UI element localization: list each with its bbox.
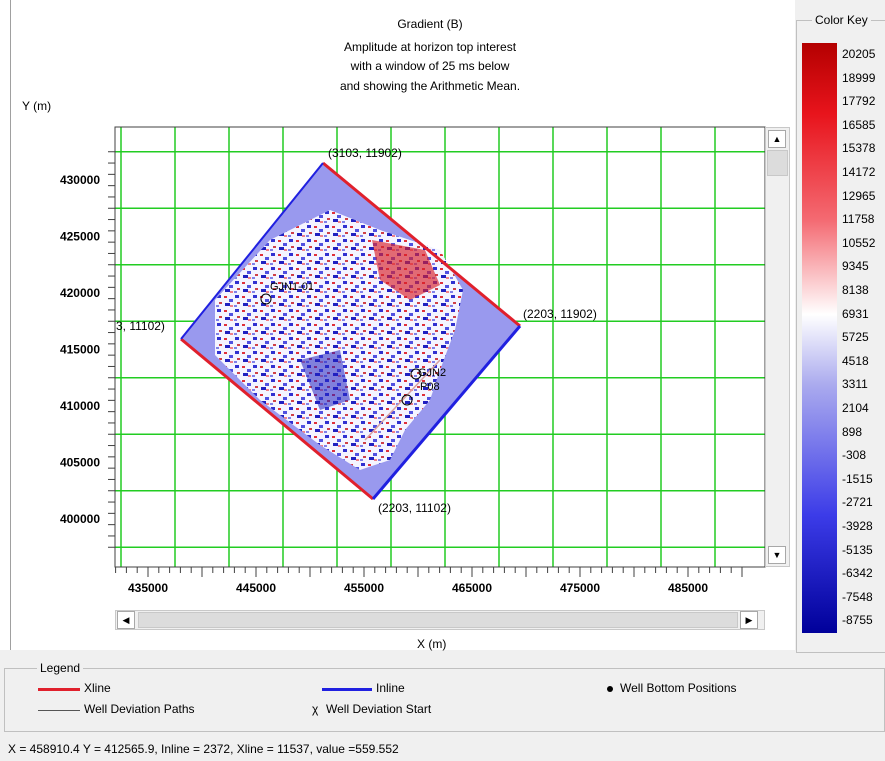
color-key-value: 5725	[842, 330, 869, 345]
corner-label-right: (2203, 11902)	[523, 307, 597, 321]
color-key-value: -8755	[842, 613, 873, 628]
color-key-value: 18999	[842, 70, 876, 85]
corner-label-left: 3, 11102)	[116, 319, 165, 333]
xline-bottom-edge	[180, 337, 374, 501]
color-key-value: 20205	[842, 47, 876, 61]
color-key-value: -6342	[842, 566, 873, 581]
color-key-value: -308	[842, 448, 867, 463]
y-tick-label: 430000	[60, 173, 100, 187]
y-axis: 430000 425000 420000 415000 410000 405000 4000…	[60, 151, 115, 548]
color-key-value: 14172	[842, 165, 876, 179]
legend-xline-swatch	[38, 688, 80, 691]
color-key-value: -7548	[842, 589, 873, 604]
legend-well-path-label: Well Deviation Paths	[84, 702, 195, 716]
corner-label-bottom: (2203, 11102)	[378, 501, 451, 515]
color-key-value: 9345	[842, 259, 869, 274]
color-key-value: 2104	[842, 401, 869, 415]
seismic-hotspot-red	[372, 240, 440, 300]
x-tick-label: 435000	[128, 581, 168, 595]
well-marker-p08[interactable]	[401, 394, 413, 406]
legend-panel	[4, 668, 885, 732]
legend-well-path-swatch	[38, 710, 80, 711]
color-key-value: -2721	[842, 495, 873, 510]
well-marker-gjn2[interactable]	[410, 368, 422, 380]
plot-subtitle-3: and showing the Arithmetic Mean.	[339, 79, 521, 93]
color-key-value: -5135	[842, 542, 873, 557]
scroll-down-button[interactable]: ▼	[768, 546, 786, 564]
x-axis: 435000 445000 455000 465000 475000 485000	[115, 567, 743, 595]
seismic-hotspot-blue	[300, 350, 350, 410]
well-bottom-icon	[607, 686, 613, 692]
map-plot[interactable]: 430000 425000 420000 415000 410000 405000 4000…	[0, 0, 795, 650]
corner-label-top: (3103, 11902)	[328, 146, 402, 160]
color-key-value: 8138	[842, 283, 869, 297]
cursor-status-readout: X = 458910.4 Y = 412565.9, Inline = 2372…	[8, 742, 399, 756]
legend-xline-label: Xline	[84, 681, 111, 695]
y-tick-label: 405000	[60, 456, 100, 470]
y-tick-label: 410000	[60, 399, 100, 413]
x-tick-label: 485000	[668, 581, 708, 595]
x-tick-label: 445000	[236, 581, 276, 595]
plot-subtitle-1: Amplitude at horizon top interest	[343, 40, 517, 54]
x-axis-label: X (m)	[417, 637, 447, 651]
x-tick-label: 475000	[560, 581, 600, 595]
color-key-gradient	[802, 43, 837, 633]
color-key-title: Color Key	[812, 13, 871, 27]
horizontal-scroll-thumb[interactable]	[138, 612, 738, 628]
color-key-value: 12965	[842, 188, 876, 203]
x-tick-label: 455000	[344, 581, 384, 595]
plot-title: Gradient (B)	[397, 17, 463, 31]
well-marker-gjn1[interactable]	[260, 293, 272, 305]
plot-subtitle-2: with a window of 25 ms below	[350, 59, 510, 73]
color-key-value: 16585	[842, 117, 876, 132]
scroll-right-button[interactable]: ▶	[740, 611, 758, 629]
color-key-value: 6931	[842, 306, 869, 321]
color-key-value: 17792	[842, 94, 876, 109]
well-label-gjn2: GJN2	[418, 367, 446, 379]
xline-top-edge	[322, 161, 521, 328]
window-edge	[10, 0, 11, 650]
color-key-value: 3311	[842, 377, 868, 392]
y-tick-label: 425000	[60, 230, 100, 244]
color-key-value: -1515	[842, 471, 873, 486]
color-key-value: 898	[842, 424, 863, 439]
x-tick-label: 465000	[452, 581, 492, 595]
inline-left-edge	[180, 162, 324, 340]
legend-well-start-label: Well Deviation Start	[326, 702, 432, 716]
well-label-p08: P08	[420, 381, 440, 393]
y-axis-label: Y (m)	[22, 99, 52, 113]
color-key-value: 11758	[842, 212, 875, 227]
color-key-value: 4518	[842, 353, 869, 368]
grid	[115, 127, 765, 567]
legend-inline-swatch	[322, 688, 372, 691]
color-key-value: 10552	[842, 235, 876, 250]
y-tick-label: 420000	[60, 286, 100, 300]
legend-title: Legend	[37, 661, 84, 675]
legend-well-bottom-label: Well Bottom Positions	[620, 681, 737, 695]
legend-inline-label: Inline	[376, 681, 405, 695]
scroll-left-button[interactable]: ◀	[117, 611, 135, 629]
inline-right-edge	[371, 325, 522, 500]
y-tick-label: 415000	[60, 343, 100, 357]
color-key-value: 15378	[842, 141, 876, 156]
well-start-icon: χ	[312, 702, 319, 716]
scroll-up-button[interactable]: ▲	[768, 130, 786, 148]
well-label-gjn1: GJN1-01	[270, 281, 314, 293]
color-key-value: -3928	[842, 519, 873, 533]
vertical-scrollbar[interactable]	[765, 127, 790, 567]
vertical-scroll-thumb[interactable]	[767, 150, 788, 176]
y-tick-label: 400000	[60, 512, 100, 526]
